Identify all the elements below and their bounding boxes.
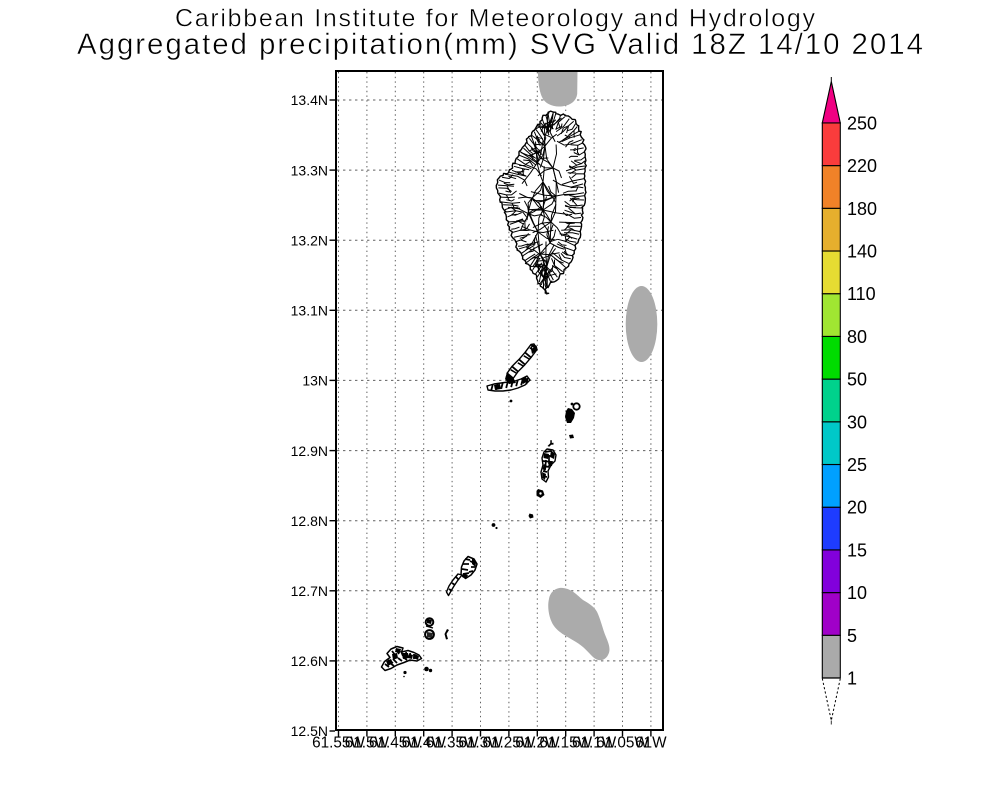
svg-text:50: 50 xyxy=(847,370,867,390)
svg-text:110: 110 xyxy=(847,284,876,304)
svg-text:220: 220 xyxy=(847,156,877,176)
svg-text:12.8N: 12.8N xyxy=(291,513,328,529)
svg-text:61.05W: 61.05W xyxy=(596,735,649,752)
svg-text:12.7N: 12.7N xyxy=(291,583,328,599)
svg-text:15: 15 xyxy=(847,540,867,560)
svg-text:Aggregated precipitation(mm) S: Aggregated precipitation(mm) SVG Valid 1… xyxy=(77,28,923,61)
svg-text:12.6N: 12.6N xyxy=(291,653,328,669)
svg-text:80: 80 xyxy=(847,327,867,347)
svg-text:61.3W: 61.3W xyxy=(458,735,503,752)
svg-text:13.2N: 13.2N xyxy=(291,232,328,248)
svg-text:61.15W: 61.15W xyxy=(539,735,592,752)
svg-text:61.25W: 61.25W xyxy=(483,735,536,752)
svg-text:250: 250 xyxy=(847,113,877,133)
svg-text:61.35W: 61.35W xyxy=(426,735,479,752)
svg-text:Caribbean Institute for Meteor: Caribbean Institute for Meteorology and … xyxy=(175,4,816,32)
svg-text:5: 5 xyxy=(847,626,857,646)
svg-text:61.1W: 61.1W xyxy=(572,735,617,752)
svg-text:20: 20 xyxy=(847,498,867,518)
svg-text:30: 30 xyxy=(847,412,867,432)
svg-text:13.4N: 13.4N xyxy=(291,92,328,108)
svg-text:180: 180 xyxy=(847,199,877,219)
svg-text:13.3N: 13.3N xyxy=(291,162,328,178)
svg-text:13N: 13N xyxy=(302,373,328,389)
svg-text:61.55W: 61.55W xyxy=(312,735,365,752)
svg-text:140: 140 xyxy=(847,242,877,262)
svg-text:61.4W: 61.4W xyxy=(402,735,447,752)
svg-text:12.9N: 12.9N xyxy=(291,443,328,459)
svg-text:61W: 61W xyxy=(635,735,667,752)
svg-text:13.1N: 13.1N xyxy=(291,303,328,319)
svg-text:1: 1 xyxy=(847,669,857,689)
svg-text:25: 25 xyxy=(847,455,867,475)
svg-text:12.5N: 12.5N xyxy=(291,723,328,739)
svg-text:61.2W: 61.2W xyxy=(515,735,560,752)
svg-text:61.5W: 61.5W xyxy=(345,735,390,752)
svg-text:10: 10 xyxy=(847,583,867,603)
svg-text:61.45W: 61.45W xyxy=(369,735,422,752)
